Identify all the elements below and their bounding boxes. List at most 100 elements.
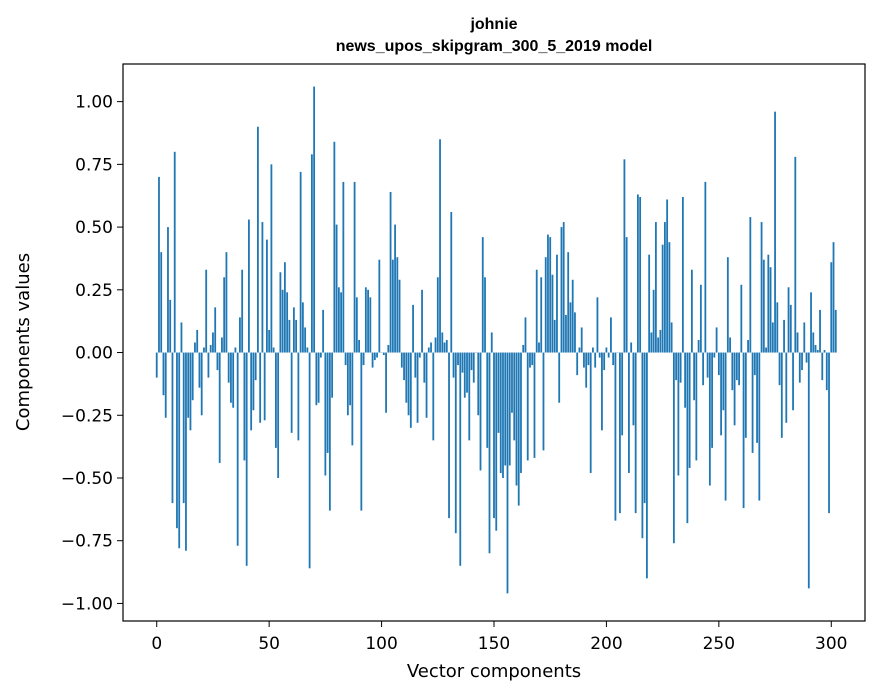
bar [405, 352, 408, 403]
bar [434, 337, 437, 353]
bar [533, 352, 536, 458]
bar [769, 267, 772, 353]
bar [185, 352, 187, 551]
bar [286, 292, 289, 353]
bar [324, 352, 327, 476]
bar [699, 284, 702, 353]
bar [301, 302, 304, 353]
bars-group [155, 86, 837, 594]
bar [281, 289, 284, 353]
bar [834, 309, 837, 353]
bar [241, 269, 244, 353]
bar [439, 139, 441, 353]
bar [760, 222, 763, 353]
y-tick-label: −0.25 [61, 406, 113, 426]
bar [203, 347, 205, 353]
bar [288, 319, 291, 353]
bar [466, 352, 468, 393]
bar [594, 352, 597, 368]
bar [639, 196, 642, 353]
bar [515, 352, 518, 486]
bar [180, 322, 183, 353]
y-tick-label: 0.25 [75, 281, 113, 301]
bar [499, 352, 502, 473]
bar [360, 352, 363, 511]
bar [686, 352, 689, 524]
bar [587, 352, 590, 366]
bar [396, 257, 399, 353]
bar [200, 352, 203, 416]
bar [245, 352, 248, 566]
bar [796, 332, 799, 353]
bar [495, 352, 498, 531]
bar [409, 352, 412, 428]
bar [823, 350, 826, 353]
bar [830, 262, 833, 353]
bar [814, 345, 817, 353]
bar [430, 342, 432, 353]
bar [234, 347, 237, 353]
bar [695, 352, 698, 461]
bar [461, 352, 464, 373]
bar [544, 257, 547, 353]
bar [542, 352, 545, 451]
bar [807, 352, 810, 589]
bar [385, 352, 387, 413]
bar [771, 322, 774, 353]
bar [171, 352, 174, 504]
bar [176, 352, 178, 529]
bar [661, 244, 664, 353]
bar [310, 154, 313, 353]
bar [713, 352, 716, 358]
bar [178, 352, 181, 549]
bar [742, 352, 745, 509]
bar [634, 352, 637, 514]
bar [666, 199, 669, 353]
bar [670, 322, 673, 353]
bar [308, 352, 311, 569]
bar [787, 287, 790, 353]
bar [243, 352, 246, 461]
bar [196, 329, 199, 353]
bar [263, 352, 266, 421]
bar [601, 352, 603, 431]
bar [648, 254, 651, 353]
bar [362, 352, 365, 366]
bar [371, 352, 374, 368]
bar [643, 352, 646, 504]
bar [400, 352, 403, 368]
x-tick-label: 200 [590, 634, 622, 654]
bar [418, 352, 421, 358]
bar [252, 352, 255, 411]
bar [364, 287, 367, 353]
bar [382, 352, 385, 356]
bar [792, 352, 794, 411]
bar [672, 352, 675, 544]
bar [283, 262, 286, 353]
bar [690, 269, 693, 353]
bar [198, 352, 201, 388]
bar [747, 339, 749, 353]
bar [702, 352, 705, 386]
bar [173, 151, 176, 353]
bar [304, 327, 307, 353]
bar [801, 352, 803, 371]
bar [299, 171, 302, 353]
bar [738, 352, 740, 386]
bar [551, 274, 554, 353]
bar [758, 352, 761, 501]
bar [412, 304, 414, 353]
bar [306, 347, 309, 353]
bar [378, 259, 381, 353]
bar [677, 352, 680, 476]
bar [194, 342, 196, 353]
bar [270, 164, 273, 353]
bar [277, 352, 280, 478]
bar [583, 352, 585, 368]
bar [209, 345, 212, 353]
bar [697, 339, 700, 353]
bar [328, 352, 331, 511]
bar [421, 289, 423, 353]
bar [232, 352, 235, 408]
bar [502, 352, 504, 478]
